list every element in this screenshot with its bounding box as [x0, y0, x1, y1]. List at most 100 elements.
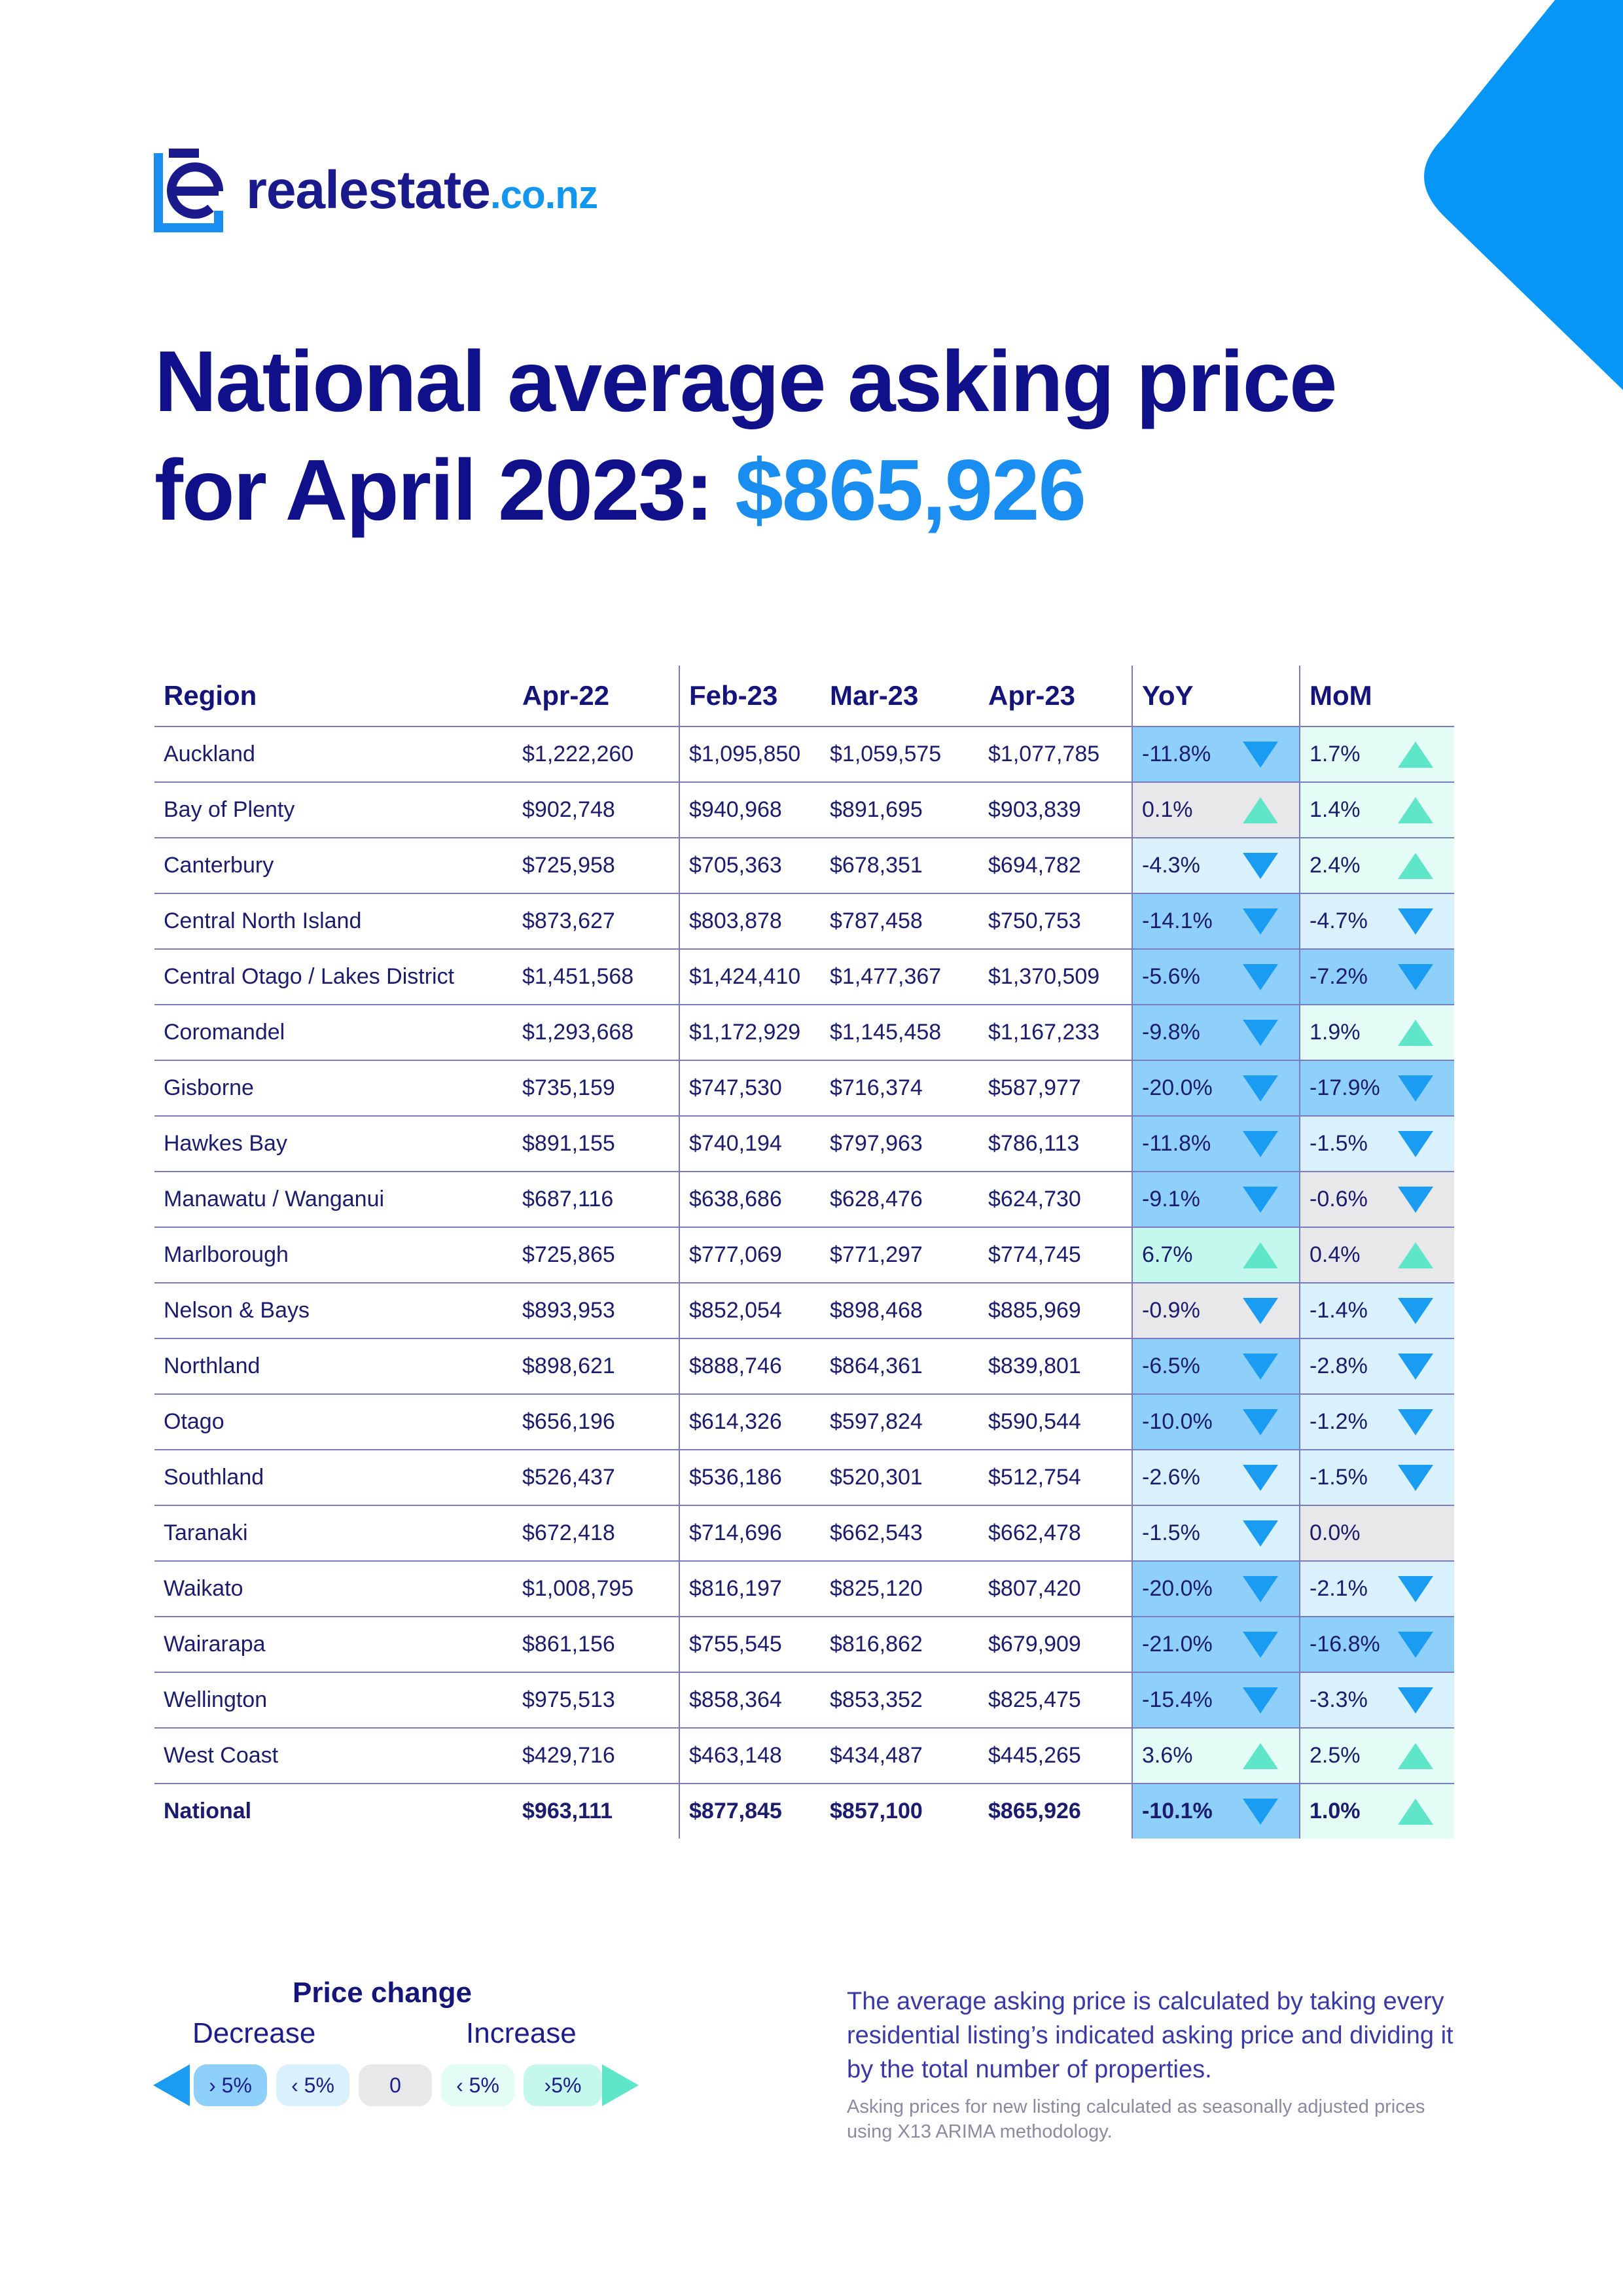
mom-value: -1.5% [1310, 1131, 1368, 1156]
cell-mar23: $662,543 [821, 1505, 979, 1562]
cell-apr23: $1,167,233 [979, 1005, 1133, 1061]
table-body: Auckland $1,222,260 $1,095,850 $1,059,575 $1… [154, 726, 1454, 1839]
cell-region: Canterbury [154, 838, 513, 894]
triangle-down-icon [1398, 963, 1433, 990]
col-header-yoy: YoY [1132, 666, 1300, 727]
headline-price: $865,926 [735, 442, 1086, 538]
cell-apr22: $735,159 [513, 1060, 680, 1117]
cell-yoy: 3.6% [1132, 1728, 1300, 1784]
yoy-value: 0.1% [1142, 797, 1193, 822]
mom-value: 1.7% [1310, 742, 1361, 766]
cell-mom: -0.6% [1300, 1172, 1454, 1228]
triangle-down-icon [1398, 1130, 1433, 1157]
cell-apr22: $1,222,260 [513, 726, 680, 783]
cell-yoy: -14.1% [1132, 893, 1300, 950]
cell-mom: 2.5% [1300, 1728, 1454, 1784]
table-total-row: National $963,111 $877,845 $857,100 $865,926… [154, 1784, 1454, 1839]
mom-value: -0.6% [1310, 1187, 1368, 1211]
table-header-row: Region Apr-22 Feb-23 Mar-23 Apr-23 YoY M… [154, 666, 1454, 727]
yoy-value: -11.8% [1142, 1131, 1211, 1156]
brand-logo[interactable]: realestate.co.nz [153, 148, 598, 233]
col-header-mom: MoM [1300, 666, 1454, 727]
cell-region: Manawatu / Wanganui [154, 1172, 513, 1228]
yoy-value: -5.6% [1142, 964, 1200, 989]
cell-mom: 1.0% [1300, 1784, 1454, 1839]
table-row: Coromandel $1,293,668 $1,172,929 $1,145,458… [154, 1005, 1454, 1061]
cell-apr22: $672,418 [513, 1505, 680, 1562]
cell-apr23: $750,753 [979, 893, 1133, 950]
cell-feb23: $877,845 [689, 1799, 782, 1823]
yoy-value: -10.0% [1142, 1409, 1213, 1434]
legend-pill-increase: ‹ 5% [441, 2064, 514, 2106]
cell-feb23: $852,054 [679, 1283, 821, 1339]
mom-value: 1.4% [1310, 797, 1361, 822]
cell-yoy: -10.0% [1132, 1394, 1300, 1450]
table-row: Gisborne $735,159 $747,530 $716,374 $587,977… [154, 1060, 1454, 1117]
legend-pill-neutral: 0 [359, 2064, 432, 2106]
cell-region: Coromandel [154, 1005, 513, 1061]
legend-decrease-label: Decrease [192, 2017, 316, 2049]
yoy-value: -15.4% [1142, 1687, 1213, 1712]
legend-pill-strong-increase: ›5% [524, 2064, 602, 2106]
table-row: Central Otago / Lakes District $1,451,568… [154, 949, 1454, 1005]
cell-feb23: $858,364 [679, 1672, 821, 1729]
table-row: Manawatu / Wanganui $687,116 $638,686 $628,… [154, 1172, 1454, 1228]
cell-mom: -4.7% [1300, 893, 1454, 950]
cell-apr22: $963,111 [513, 1784, 680, 1839]
triangle-down-icon [1243, 1186, 1278, 1213]
yoy-value: -9.1% [1142, 1187, 1200, 1211]
yoy-value: -1.5% [1142, 1520, 1200, 1545]
triangle-down-icon [1243, 1798, 1278, 1825]
yoy-value: -21.0% [1142, 1632, 1213, 1657]
cell-mom: 2.4% [1300, 838, 1454, 894]
table-row: Marlborough $725,865 $777,069 $771,297 $774,… [154, 1227, 1454, 1283]
cell-region: Otago [154, 1394, 513, 1450]
cell-mar23: $891,695 [821, 782, 979, 838]
triangle-down-icon [1243, 1075, 1278, 1102]
cell-yoy: -10.1% [1132, 1784, 1300, 1839]
cell-mar23: $797,963 [821, 1116, 979, 1172]
triangle-down-icon [1398, 1297, 1433, 1324]
triangle-down-icon [1398, 908, 1433, 935]
cell-apr22: $429,716 [513, 1728, 680, 1784]
brand-name: realestate [246, 160, 491, 220]
cell-apr22: $1,293,668 [513, 1005, 680, 1061]
cell-yoy: -1.5% [1132, 1505, 1300, 1562]
triangle-down-icon [1398, 1353, 1433, 1380]
mom-value: -1.2% [1310, 1409, 1368, 1434]
cell-apr22: $975,513 [513, 1672, 680, 1729]
col-header-region: Region [154, 666, 513, 727]
cell-mom: -3.3% [1300, 1672, 1454, 1729]
cell-yoy: -15.4% [1132, 1672, 1300, 1729]
table-row: Taranaki $672,418 $714,696 $662,543 $662,478… [154, 1505, 1454, 1562]
cell-apr23: $786,113 [979, 1116, 1133, 1172]
legend-pill-decrease: ‹ 5% [276, 2064, 349, 2106]
cell-yoy: -0.9% [1132, 1283, 1300, 1339]
yoy-value: -14.1% [1142, 908, 1213, 933]
yoy-value: -20.0% [1142, 1075, 1213, 1100]
table-row: Nelson & Bays $893,953 $852,054 $898,468 $88… [154, 1283, 1454, 1339]
cell-feb23: $1,095,850 [679, 726, 821, 783]
cell-apr23: $679,909 [979, 1617, 1133, 1673]
legend-pill-strong-decrease: › 5% [194, 2064, 267, 2106]
cell-region: Wellington [154, 1672, 513, 1729]
table-row: Canterbury $725,958 $705,363 $678,351 $694,7… [154, 838, 1454, 894]
cell-feb23: $816,197 [679, 1561, 821, 1617]
cell-mar23: $787,458 [821, 893, 979, 950]
cell-region: Nelson & Bays [154, 1283, 513, 1339]
yoy-value: 3.6% [1142, 1743, 1193, 1768]
triangle-up-icon [1398, 1798, 1433, 1825]
arrow-left-icon [153, 2064, 190, 2106]
cell-feb23: $747,530 [679, 1060, 821, 1117]
table-row: Central North Island $873,627 $803,878 $787… [154, 893, 1454, 950]
triangle-down-icon [1243, 1687, 1278, 1713]
yoy-value: -0.9% [1142, 1298, 1200, 1323]
cell-apr22: $861,156 [513, 1617, 680, 1673]
table-row: Northland $898,621 $888,746 $864,361 $839,80… [154, 1338, 1454, 1395]
triangle-down-icon [1398, 1687, 1433, 1713]
arrow-right-icon [602, 2064, 639, 2106]
cell-apr22: $893,953 [513, 1283, 680, 1339]
cell-mom: -1.4% [1300, 1283, 1454, 1339]
cell-apr22: $526,437 [513, 1450, 680, 1506]
cell-apr22: $725,958 [513, 838, 680, 894]
